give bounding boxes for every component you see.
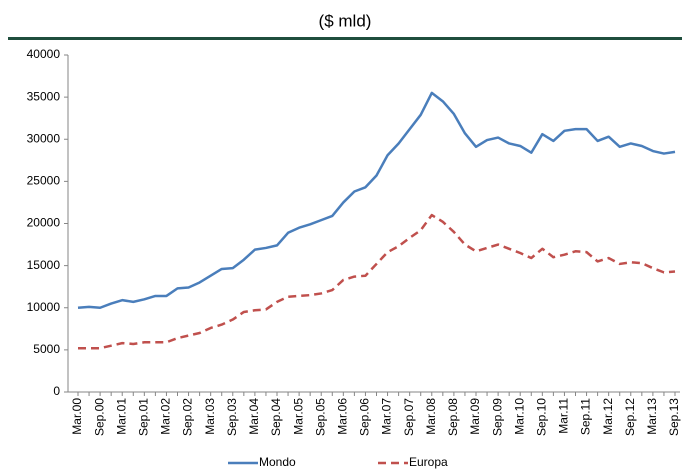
x-tick-label: Sep.08 [446, 398, 460, 436]
x-tick-label: Sep.06 [358, 398, 372, 436]
x-tick-label: Mar.09 [468, 398, 482, 435]
x-tick-label: Sep.03 [225, 398, 239, 436]
x-tick-label: Sep.07 [402, 398, 416, 436]
line-series [77, 91, 676, 309]
x-tick-label: Mar.13 [645, 398, 659, 435]
x-tick-label: Mar.08 [424, 398, 438, 435]
y-tick-label: 25000 [27, 174, 61, 188]
x-tick-label: Mar.01 [114, 398, 128, 435]
x-tick-label: Mar.04 [247, 398, 261, 435]
x-tick-label: Mar.02 [159, 398, 173, 435]
x-tick-label: Sep.13 [667, 398, 681, 436]
x-tick-label: Mar.06 [336, 398, 350, 435]
y-tick-label: 35000 [27, 89, 61, 103]
x-tick-label: Sep.09 [490, 398, 504, 436]
title-rule [8, 37, 682, 40]
y-tick-label: 0 [53, 384, 60, 398]
x-tick-label: Mar.00 [70, 398, 84, 435]
legend-label: Mondo [259, 455, 296, 469]
y-tick-label: 40000 [27, 47, 61, 61]
x-tick-label: Sep.02 [181, 398, 195, 436]
x-tick-label: Mar.10 [512, 398, 526, 435]
y-tick-label: 30000 [27, 131, 61, 145]
x-tick-label: Sep.11 [579, 398, 593, 435]
y-tick-label: 5000 [33, 342, 60, 356]
line-series [78, 213, 676, 350]
x-tick-label: Sep.04 [269, 398, 283, 436]
x-tick-label: Mar.05 [291, 398, 305, 435]
y-tick-label: 20000 [27, 216, 61, 230]
chart-title: ($ mld) [319, 11, 372, 30]
x-tick-label: Mar.03 [203, 398, 217, 435]
x-tick-label: Mar.07 [380, 398, 394, 435]
y-tick-label: 15000 [27, 258, 61, 272]
x-tick-label: Sep.05 [313, 398, 327, 436]
y-tick-label: 10000 [27, 300, 61, 314]
x-tick-label: Sep.10 [535, 398, 549, 436]
x-tick-label: Sep.00 [92, 398, 106, 436]
x-tick-label: Sep.01 [137, 398, 151, 436]
x-tick-label: Mar.11 [557, 398, 571, 434]
x-tick-label: Mar.12 [601, 398, 615, 435]
x-tick-label: Sep.12 [623, 398, 637, 436]
legend-label: Europa [409, 455, 448, 469]
